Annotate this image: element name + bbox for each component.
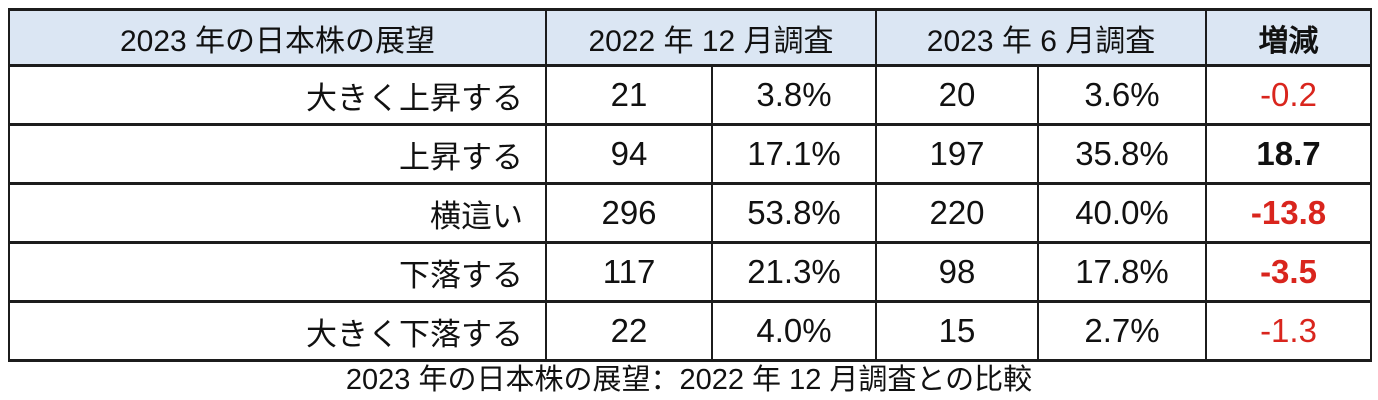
count-2023: 98 [875,241,1039,303]
header-row: 2023 年の日本株の展望 2022 年 12 月調査 2023 年 6 月調査… [8,8,1372,67]
table-row: 上昇する 94 17.1% 197 35.8% 18.7 [8,123,1372,185]
header-survey-2023: 2023 年 6 月調査 [875,8,1207,67]
pct-2022: 17.1% [711,123,877,185]
table-row: 下落する 117 21.3% 98 17.8% -3.5 [8,241,1372,303]
pct-2023: 17.8% [1037,241,1207,303]
row-label: 大きく下落する [8,300,547,362]
count-2023: 20 [875,64,1039,126]
table-row: 横這い 296 53.8% 220 40.0% -13.8 [8,182,1372,244]
survey-table: 2023 年の日本株の展望 2022 年 12 月調査 2023 年 6 月調査… [8,8,1372,362]
count-2023: 197 [875,123,1039,185]
row-label: 横這い [8,182,547,244]
change-value: 18.7 [1205,123,1372,185]
pct-2023: 40.0% [1037,182,1207,244]
header-survey-2022: 2022 年 12 月調査 [545,8,877,67]
pct-2023: 3.6% [1037,64,1207,126]
count-2023: 15 [875,300,1039,362]
count-2022: 22 [545,300,713,362]
row-label: 下落する [8,241,547,303]
count-2022: 296 [545,182,713,244]
change-value: -0.2 [1205,64,1372,126]
row-label: 上昇する [8,123,547,185]
table-row: 大きく上昇する 21 3.8% 20 3.6% -0.2 [8,64,1372,126]
pct-2023: 2.7% [1037,300,1207,362]
table-row: 大きく下落する 22 4.0% 15 2.7% -1.3 [8,300,1372,362]
pct-2022: 53.8% [711,182,877,244]
change-value: -13.8 [1205,182,1372,244]
table-body: 大きく上昇する 21 3.8% 20 3.6% -0.2 上昇する 94 17.… [8,64,1372,362]
pct-2022: 21.3% [711,241,877,303]
pct-2022: 4.0% [711,300,877,362]
row-label: 大きく上昇する [8,64,547,126]
table-caption: 2023 年の日本株の展望：2022 年 12 月調査との比較 [345,364,1033,396]
count-2022: 21 [545,64,713,126]
count-2023: 220 [875,182,1039,244]
header-outlook: 2023 年の日本株の展望 [8,8,547,67]
count-2022: 117 [545,241,713,303]
change-value: -3.5 [1205,241,1372,303]
pct-2023: 35.8% [1037,123,1207,185]
header-change: 増減 [1205,8,1372,67]
change-value: -1.3 [1205,300,1372,362]
count-2022: 94 [545,123,713,185]
pct-2022: 3.8% [711,64,877,126]
